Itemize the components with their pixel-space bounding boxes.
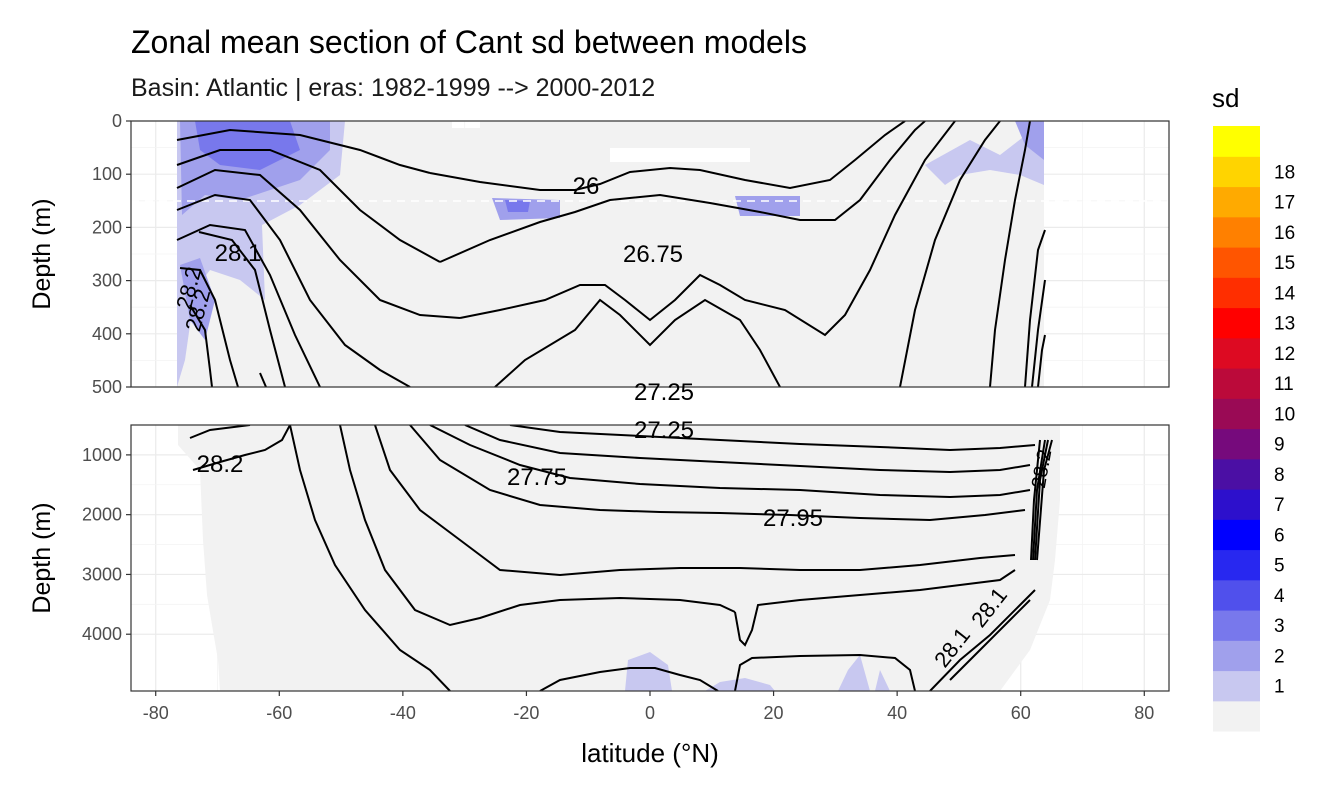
legend-swatch — [1213, 368, 1260, 399]
y-tick-label-bottom: 3000 — [82, 564, 122, 584]
legend-label: 3 — [1274, 616, 1285, 637]
legend-swatch — [1213, 458, 1260, 490]
x-tick-label: -40 — [390, 703, 416, 723]
contour-label-28-1-top: 28.1 — [215, 240, 262, 267]
y-tick-label-top: 500 — [92, 377, 122, 397]
legend-swatch — [1213, 700, 1260, 732]
x-tick-label: -60 — [266, 703, 292, 723]
bottom-contour-lines — [189, 425, 1053, 691]
top-sd-patch-s-minor — [180, 258, 215, 340]
legend-swatch — [1213, 519, 1260, 551]
legend-swatch — [1213, 428, 1260, 460]
chart-title: Zonal mean section of Cant sd between mo… — [131, 24, 807, 60]
top-panel: 26 26.75 28.1 28.2 28.2 — [130, 120, 1170, 388]
legend-label: 4 — [1274, 586, 1285, 607]
top-panel-field — [131, 121, 1169, 387]
legend-label: 11 — [1274, 374, 1294, 395]
legend-swatch — [1213, 216, 1260, 248]
x-tick-label: 80 — [1134, 703, 1154, 723]
bottom-gray-field — [178, 425, 1060, 691]
x-axis-label: latitude (°N) — [581, 738, 719, 768]
bottom-sd-patch-d — [875, 670, 890, 691]
legend-label: 5 — [1274, 556, 1285, 577]
y-tick-label-bottom: 1000 — [82, 445, 122, 465]
chart-subtitle: Basin: Atlantic | eras: 1982-1999 --> 20… — [131, 74, 656, 102]
legend-label: 12 — [1274, 344, 1295, 365]
bottom-panel: 27.25 27.25 27.75 27.95 28.2 28.1 28.1 2… — [130, 379, 1170, 692]
bottom-sd-patch-b — [705, 678, 775, 691]
legend-swatch — [1213, 489, 1260, 520]
legend-swatch — [1213, 277, 1260, 309]
top-sd-patch-north-edge — [1015, 121, 1044, 160]
contour-label-27-25-top: 27.25 — [634, 379, 694, 406]
legend-label: 8 — [1274, 465, 1285, 486]
top-sd-patch-north — [925, 121, 1044, 185]
y-tick-label-top: 200 — [92, 217, 122, 237]
top-panel-border — [130, 120, 1170, 388]
legend-title: sd — [1212, 83, 1239, 113]
legend-label: 9 — [1274, 435, 1285, 456]
legend-swatch — [1213, 640, 1260, 672]
top-white-notch — [610, 148, 750, 162]
legend-swatch — [1213, 549, 1260, 581]
legend-swatch — [1213, 307, 1260, 339]
legend-label: 7 — [1274, 495, 1285, 516]
y-tick-label-bottom: 4000 — [82, 624, 122, 644]
legend-swatch — [1213, 156, 1260, 188]
legend-label: 16 — [1274, 223, 1295, 244]
x-tick-label: 0 — [645, 703, 655, 723]
bottom-sd-patch-a — [625, 652, 672, 691]
legend-label: 17 — [1274, 193, 1295, 214]
legend-label: 13 — [1274, 314, 1295, 335]
legend-swatch — [1213, 610, 1260, 641]
y-tick-label-bottom: 2000 — [82, 505, 122, 525]
x-tick-label: 20 — [764, 703, 784, 723]
contour-label-27-95: 27.95 — [763, 505, 823, 532]
top-gray-field — [177, 121, 1044, 387]
contour-label-27-75: 27.75 — [507, 464, 567, 491]
legend-colorbar — [1213, 126, 1260, 732]
x-tick-label: 40 — [887, 703, 907, 723]
legend-label: 10 — [1274, 404, 1295, 425]
legend-swatch — [1213, 670, 1260, 702]
legend-label: 6 — [1274, 525, 1285, 546]
legend-swatch — [1213, 579, 1260, 611]
contour-label-26: 26 — [573, 173, 600, 200]
contour-label-26-75: 26.75 — [623, 241, 683, 268]
legend-label: 14 — [1274, 283, 1296, 304]
y-tick-label-top: 400 — [92, 324, 122, 344]
x-tick-label: -20 — [513, 703, 539, 723]
legend-label: 18 — [1274, 162, 1295, 183]
legend-swatch — [1213, 398, 1260, 430]
contour-label-27-25-bottom: 27.25 — [634, 417, 694, 444]
x-tick-label: 60 — [1011, 703, 1031, 723]
bottom-sd-patch-c — [838, 655, 870, 691]
y-tick-label-top: 0 — [112, 111, 122, 131]
top-contour-lines — [176, 121, 1046, 387]
top-sd-patch-eq-south-core — [505, 200, 530, 212]
legend-label: 15 — [1274, 253, 1295, 274]
contour-label-28-2-bottom: 28.2 — [197, 451, 244, 478]
y-tick-label-top: 100 — [92, 164, 122, 184]
legend-label: 1 — [1274, 677, 1285, 698]
x-tick-label: -80 — [143, 703, 169, 723]
legend-label: 2 — [1274, 646, 1285, 667]
y-tick-label-top: 300 — [92, 271, 122, 291]
y-axis-label-top: Depth (m) — [28, 198, 56, 309]
legend-swatch — [1213, 337, 1260, 369]
legend-swatch — [1213, 126, 1260, 157]
legend-swatch — [1213, 186, 1260, 218]
legend-swatch — [1213, 247, 1260, 278]
y-axis-label-bottom: Depth (m) — [28, 502, 56, 613]
bottom-panel-field — [178, 425, 1060, 691]
